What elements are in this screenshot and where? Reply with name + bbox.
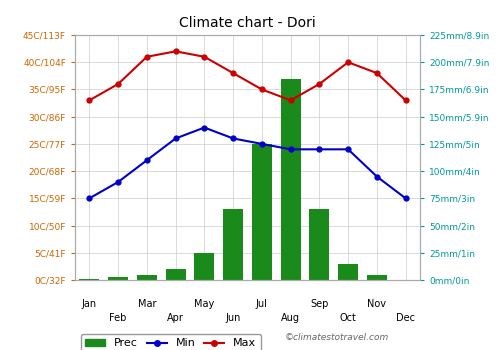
Bar — [367, 274, 387, 280]
Text: Mar: Mar — [138, 300, 156, 309]
Bar — [194, 253, 214, 280]
Bar — [166, 269, 186, 280]
Text: May: May — [194, 300, 214, 309]
Text: Jun: Jun — [226, 313, 241, 323]
Bar — [137, 274, 157, 280]
Legend: Prec, Min, Max: Prec, Min, Max — [80, 334, 261, 350]
Bar — [252, 144, 272, 280]
Text: Jul: Jul — [256, 300, 268, 309]
Title: Climate chart - Dori: Climate chart - Dori — [179, 16, 316, 30]
Text: Aug: Aug — [281, 313, 300, 323]
Bar — [80, 279, 100, 280]
Text: Dec: Dec — [396, 313, 415, 323]
Bar — [280, 78, 300, 280]
Bar — [310, 209, 330, 280]
Text: Oct: Oct — [340, 313, 356, 323]
Text: Nov: Nov — [368, 300, 386, 309]
Text: Sep: Sep — [310, 300, 328, 309]
Bar — [223, 209, 243, 280]
Text: Apr: Apr — [167, 313, 184, 323]
Bar — [338, 264, 358, 280]
Text: Jan: Jan — [82, 300, 97, 309]
Bar — [108, 277, 128, 280]
Text: Feb: Feb — [110, 313, 127, 323]
Text: ©climatestotravel.com: ©climatestotravel.com — [285, 333, 389, 342]
